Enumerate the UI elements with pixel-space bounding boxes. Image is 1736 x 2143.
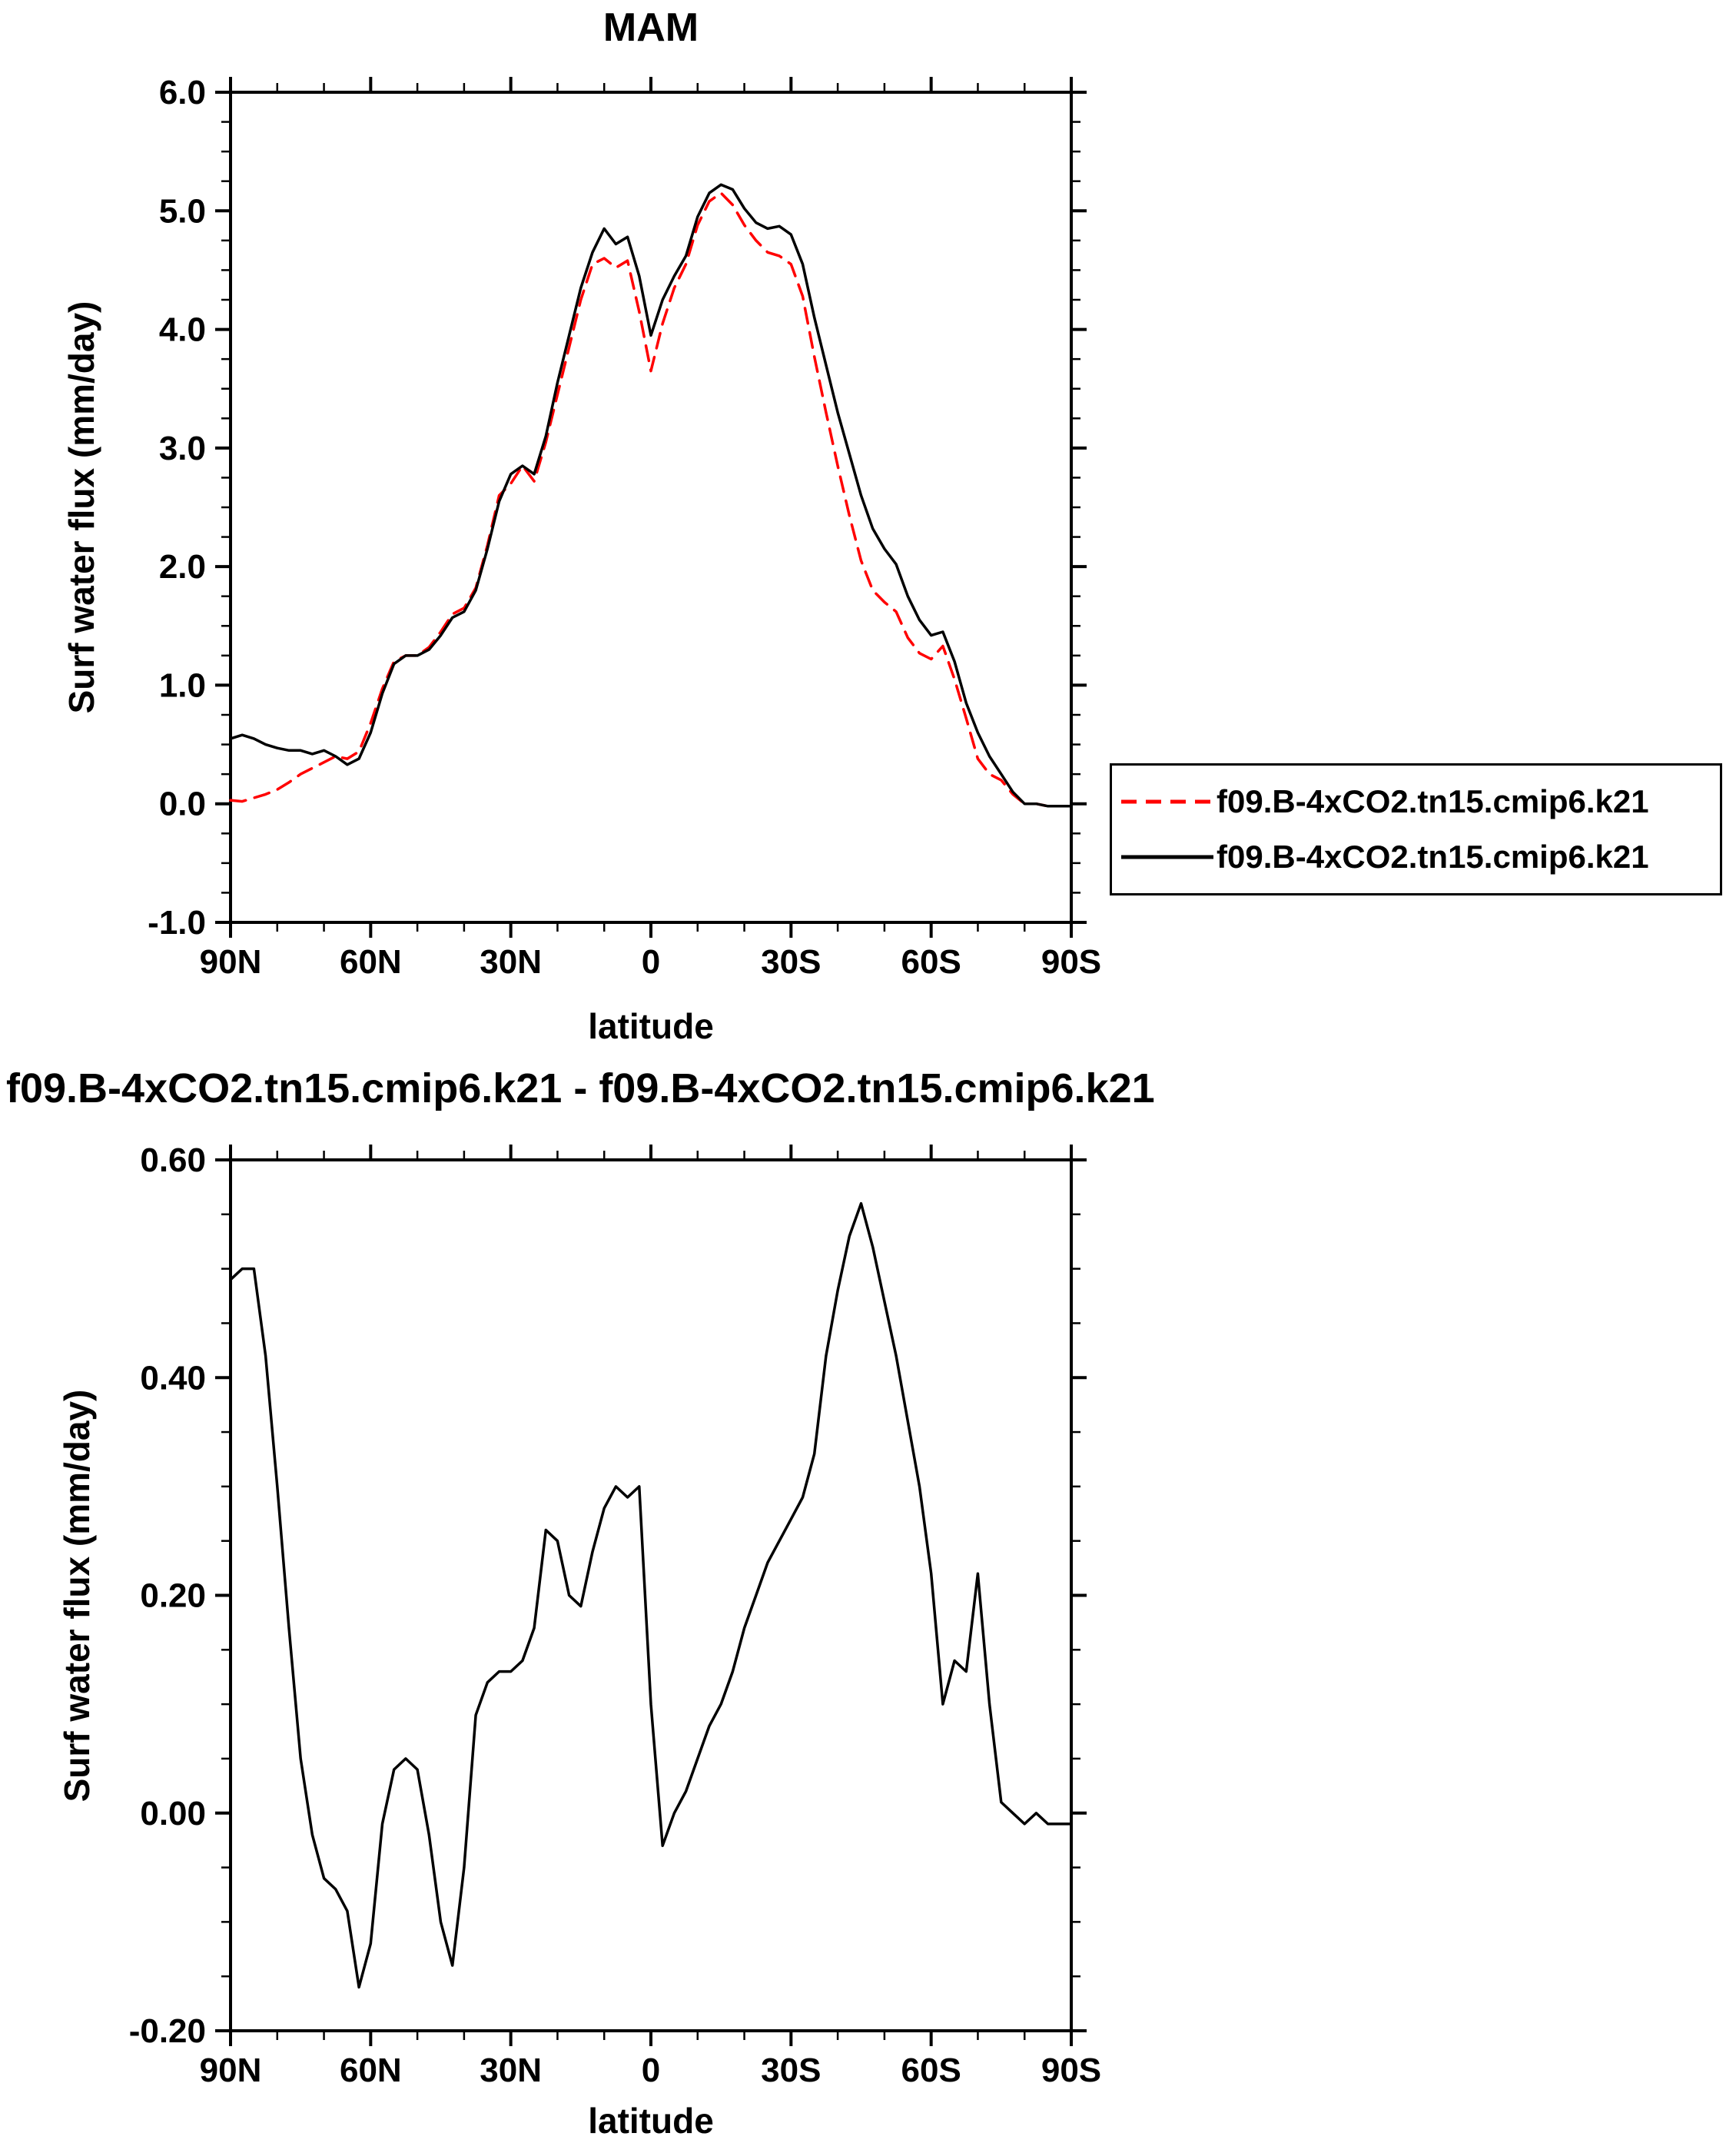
- x-tick-label: 30S: [761, 943, 821, 981]
- plot-frame: [229, 91, 1073, 924]
- y-tick-label: 2.0: [159, 548, 206, 586]
- y-tick-label: 0.20: [140, 1577, 206, 1615]
- x-tick-label: 60S: [901, 2052, 961, 2089]
- legend-solid-line-sample: [1121, 855, 1213, 859]
- y-tick-label: 0.60: [140, 1141, 206, 1179]
- top-chart-y-axis-label: Surf water flux (mm/day): [61, 301, 101, 714]
- legend-entry-dashed: f09.B-4xCO2.tn15.cmip6.k21: [1121, 783, 1720, 820]
- x-tick-label: 0: [642, 943, 660, 981]
- series-line-solid: [229, 183, 1073, 808]
- y-tick-label: 0.0: [159, 786, 206, 823]
- plot-frame: [229, 1158, 1073, 2032]
- x-tick-label: 90S: [1041, 2052, 1101, 2089]
- legend-box: f09.B-4xCO2.tn15.cmip6.k21 f09.B-4xCO2.t…: [1110, 763, 1722, 895]
- legend-dashed-line-sample: [1121, 799, 1213, 804]
- y-tick-label: 3.0: [159, 430, 206, 467]
- y-tick-label: 1.0: [159, 666, 206, 704]
- series-line-solid: [229, 1201, 1073, 1989]
- x-tick-label: 60N: [340, 943, 402, 981]
- y-tick-label: 4.0: [159, 311, 206, 349]
- top-chart-x-axis-label: latitude: [588, 1006, 714, 1046]
- x-tick-label: 0: [642, 2052, 660, 2089]
- x-tick-label: 60S: [901, 943, 961, 981]
- y-tick-label: 5.0: [159, 192, 206, 230]
- y-tick-label: -0.20: [129, 2012, 206, 2050]
- legend-entry-solid: f09.B-4xCO2.tn15.cmip6.k21: [1121, 839, 1720, 875]
- x-tick-label: 30S: [761, 2052, 821, 2089]
- legend-label-solid: f09.B-4xCO2.tn15.cmip6.k21: [1217, 838, 1649, 875]
- x-tick-label: 90N: [200, 2052, 262, 2089]
- bottom-chart-y-axis-label: Surf water flux (mm/day): [57, 1389, 97, 1802]
- y-tick-label: 0.40: [140, 1359, 206, 1397]
- y-tick-label: -1.0: [148, 904, 206, 942]
- legend-label-dashed: f09.B-4xCO2.tn15.cmip6.k21: [1217, 783, 1649, 820]
- x-tick-label: 30N: [480, 943, 542, 981]
- x-tick-label: 90N: [200, 943, 262, 981]
- x-tick-label: 90S: [1041, 943, 1101, 981]
- x-tick-label: 30N: [480, 2052, 542, 2089]
- y-tick-label: 6.0: [159, 74, 206, 111]
- top-chart-title: MAM: [602, 5, 699, 50]
- x-tick-label: 60N: [340, 2052, 402, 2089]
- bottom-chart-x-axis-label: latitude: [588, 2101, 714, 2141]
- series-line-dashed: [229, 191, 1073, 808]
- y-tick-label: 0.00: [140, 1795, 206, 1832]
- bottom-chart-title: f09.B-4xCO2.tn15.cmip6.k21 - f09.B-4xCO2…: [6, 1065, 1155, 1111]
